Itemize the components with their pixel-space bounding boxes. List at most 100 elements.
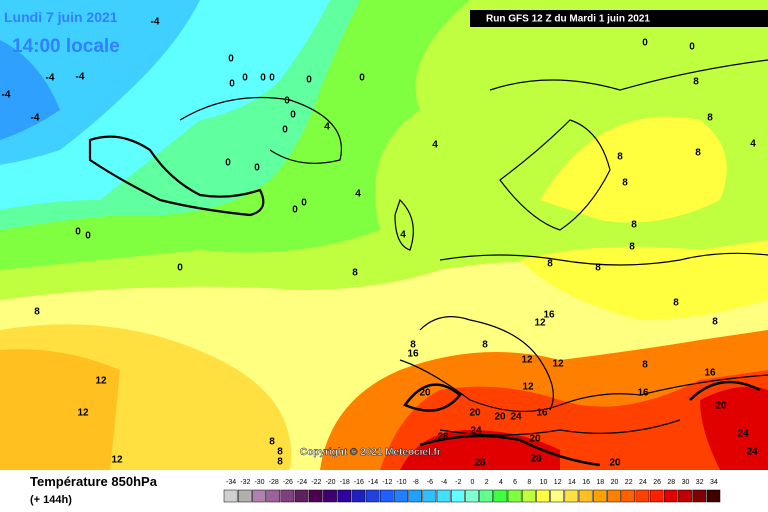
cold-zone: [0, 0, 200, 165]
isotherm-label: 16: [704, 368, 716, 379]
isotherm-label: 8: [707, 113, 713, 124]
legend-label: -2: [455, 479, 461, 486]
isotherm-label: 4: [432, 140, 438, 151]
isotherm-label: 16: [536, 408, 548, 419]
legend-label: 8: [527, 479, 531, 486]
legend-label: 6: [513, 479, 517, 486]
isotherm-label: 8: [631, 220, 637, 231]
isotherm-label: 24: [737, 429, 749, 440]
cold-zone: [0, 40, 60, 140]
isotherm-label: 24: [510, 412, 522, 423]
legend-label: -16: [354, 479, 364, 486]
isotherm-label: 8: [617, 152, 623, 163]
legend-swatch: [237, 489, 252, 503]
isotherm-label: 28: [437, 432, 449, 443]
isotherm-label: 8: [482, 340, 488, 351]
legend-swatch: [294, 489, 309, 503]
legend-swatch: [266, 489, 281, 503]
isotherm-label: 8: [547, 259, 553, 270]
isotherm-label: 8: [410, 340, 416, 351]
forecast-time: 14:00 locale: [12, 36, 120, 57]
legend-label: -12: [382, 479, 392, 486]
footer-title: Température 850hPa: [30, 474, 158, 489]
isotherm-label: 8: [642, 360, 648, 371]
isotherm-label: 12: [77, 408, 89, 419]
isotherm-label: 16: [407, 349, 419, 360]
isotherm-label: 4: [400, 230, 406, 241]
legend-label: -26: [283, 479, 293, 486]
isotherm-label: 8: [629, 242, 635, 253]
legend-label: -18: [340, 479, 350, 486]
legend-label: 22: [625, 479, 633, 486]
legend-label: 14: [568, 479, 576, 486]
legend-label: 20: [611, 479, 619, 486]
coastlines: [88, 59, 768, 436]
mild-zone: [520, 240, 768, 320]
isotherm-label: 8: [693, 77, 699, 88]
isotherm-20: [403, 380, 761, 467]
legend-swatch: [422, 489, 437, 503]
legend-label: 4: [499, 479, 503, 486]
mild-zone: [540, 116, 727, 223]
legend-swatch: [493, 489, 508, 503]
legend-label: -32: [240, 479, 250, 486]
isotherm-label: 0: [306, 75, 312, 86]
isotherm-label: 0: [269, 73, 275, 84]
isotherm-label: 0: [359, 73, 365, 84]
legend-label: 16: [582, 479, 590, 486]
isotherm-label: 8: [695, 148, 701, 159]
footer-lead: (+ 144h): [30, 494, 72, 506]
isotherm-label: 20: [469, 408, 481, 419]
legend-label: -8: [413, 479, 419, 486]
isotherm-label: 0: [282, 125, 288, 136]
isotherm-label: -4: [31, 113, 40, 124]
isotherm-label: 0: [301, 198, 307, 209]
isotherm-label: 8: [34, 307, 40, 318]
isotherm-label: 0: [284, 96, 290, 107]
legend-label: 10: [540, 479, 548, 486]
isotherm-label: 0: [242, 73, 248, 84]
isotherm-label: 8: [352, 268, 358, 279]
legend-label: 32: [696, 479, 704, 486]
legend-label: -20: [325, 479, 335, 486]
legend-swatch: [351, 489, 366, 503]
isotherm-label: 8: [622, 178, 628, 189]
legend-label: -4: [441, 479, 447, 486]
legend-swatch: [223, 489, 238, 503]
isotherm-label: 0: [260, 73, 266, 84]
forecast-date: Lundi 7 juin 2021: [4, 9, 118, 25]
isotherm-label: 12: [111, 455, 123, 466]
isotherm-label: 20: [715, 401, 727, 412]
isotherm-label: 16: [637, 388, 649, 399]
isotherm-label: 8: [673, 298, 679, 309]
legend-swatch: [635, 489, 650, 503]
legend-swatch: [607, 489, 621, 503]
legend-swatch: [706, 489, 721, 503]
isotherm-label: 0: [689, 42, 695, 53]
run-info: Run GFS 12 Z du Mardi 1 juin 2021: [486, 14, 650, 25]
isotherm-label: -4: [2, 90, 11, 101]
isotherm-label: 0: [292, 205, 298, 216]
legend-swatch: [550, 489, 565, 503]
isotherm-label: 0: [177, 263, 183, 274]
legend-label: -28: [269, 479, 279, 486]
isotherm-label: 20: [529, 434, 541, 445]
legend-swatch: [465, 489, 479, 503]
run-banner: [470, 10, 768, 27]
legend-swatch: [649, 489, 664, 503]
isotherm-label: -4: [151, 17, 160, 28]
isotherm-label: 12: [521, 355, 533, 366]
legend-swatch: [337, 489, 352, 503]
legend-label: -6: [427, 479, 433, 486]
isotherm-label: 4: [355, 189, 361, 200]
isotherm-label: -4: [46, 73, 55, 84]
isotherm-label: 0: [225, 158, 231, 169]
legend-label: -22: [311, 479, 321, 486]
legend-swatch: [479, 489, 494, 503]
legend-swatch: [663, 489, 678, 503]
legend-swatch: [536, 489, 550, 503]
legend-label: 34: [710, 479, 718, 486]
legend-swatch: [578, 489, 593, 503]
isotherm-label: 28: [530, 454, 542, 465]
